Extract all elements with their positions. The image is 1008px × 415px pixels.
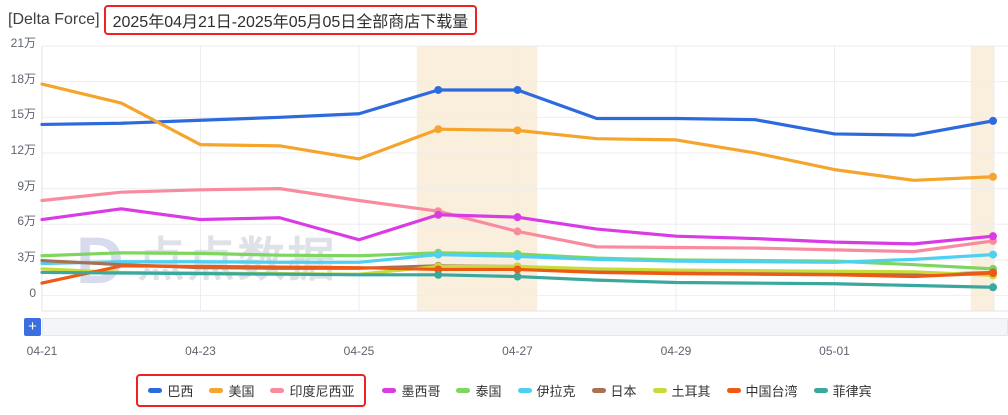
y-tick-label: 3万 — [17, 249, 36, 264]
series-point-mexico-04-27[interactable] — [513, 213, 522, 222]
series-point-usa-05-03[interactable] — [989, 172, 997, 181]
series-point-indonesia-04-27[interactable] — [513, 227, 522, 236]
series-point-philippines-04-27[interactable] — [513, 272, 522, 281]
legend: 巴西 美国 印度尼西亚 墨西哥 泰国 伊拉克 日本 土耳其 中国台湾 菲律宾 — [0, 374, 1008, 407]
series-point-brazil-05-03[interactable] — [989, 116, 997, 125]
series-point-iraq-05-03[interactable] — [989, 250, 997, 259]
legend-highlight-box: 巴西 美国 印度尼西亚 — [136, 374, 367, 407]
series-point-brazil-04-27[interactable] — [513, 85, 522, 94]
legend-label-indonesia: 印度尼西亚 — [289, 384, 355, 399]
x-tick-label: 04-23 — [185, 344, 216, 358]
series-point-mexico-05-03[interactable] — [989, 232, 997, 241]
x-tick-label: 04-25 — [343, 344, 375, 358]
game-name-label: [Delta Force] — [8, 11, 100, 28]
legend-marker-usa — [209, 388, 224, 393]
series-point-mexico-04-26[interactable] — [434, 210, 443, 219]
legend-label-japan: 日本 — [610, 384, 637, 399]
y-tick-label: 0 — [29, 285, 36, 300]
series-point-taiwan-china-04-27[interactable] — [513, 265, 522, 274]
legend-label-taiwan-china: 中国台湾 — [745, 384, 798, 399]
legend-marker-thailand — [456, 388, 471, 393]
x-tick-label: 05-01 — [819, 344, 850, 358]
y-tick-label: 21万 — [10, 36, 36, 50]
legend-item-taiwan-china[interactable]: 中国台湾 — [726, 381, 798, 400]
title-date-range-highlight-box: 2025年04月21日-2025年05月05日全部商店下载量 — [103, 5, 478, 35]
legend-marker-taiwan-china — [726, 388, 741, 393]
legend-label-mexico: 墨西哥 — [401, 384, 441, 399]
series-point-brazil-04-26[interactable] — [434, 85, 443, 94]
x-tick-label: 04-29 — [660, 344, 692, 358]
chart-title: [Delta Force] 2025年04月21日-2025年05月05日全部商… — [8, 5, 478, 35]
y-tick-label: 12万 — [10, 142, 36, 157]
legend-marker-iraq — [517, 388, 532, 393]
legend-label-iraq: 伊拉克 — [536, 384, 576, 399]
legend-label-turkey: 土耳其 — [671, 384, 711, 399]
legend-item-thailand[interactable]: 泰国 — [456, 381, 502, 400]
legend-item-brazil[interactable]: 巴西 — [148, 381, 193, 400]
legend-item-iraq[interactable]: 伊拉克 — [517, 381, 576, 400]
series-point-iraq-04-26[interactable] — [434, 250, 443, 259]
series-point-philippines-05-03[interactable] — [989, 283, 997, 292]
legend-item-turkey[interactable]: 土耳其 — [652, 381, 711, 400]
series-point-philippines-04-26[interactable] — [434, 270, 443, 279]
legend-marker-mexico — [382, 388, 397, 393]
legend-marker-philippines — [813, 388, 828, 393]
y-tick-label: 9万 — [17, 178, 36, 193]
zoom-in-button[interactable]: + — [24, 318, 41, 336]
x-tick-label: 04-21 — [26, 344, 58, 358]
legend-marker-turkey — [652, 388, 667, 393]
series-point-taiwan-china-05-03[interactable] — [989, 269, 997, 278]
legend-item-philippines[interactable]: 菲律宾 — [813, 381, 872, 400]
legend-label-philippines: 菲律宾 — [832, 384, 872, 399]
legend-item-indonesia[interactable]: 印度尼西亚 — [270, 381, 354, 400]
y-tick-label: 6万 — [17, 214, 36, 229]
y-tick-label: 15万 — [10, 107, 36, 122]
legend-label-brazil: 巴西 — [167, 384, 194, 399]
datazoom-slider[interactable] — [42, 318, 1008, 336]
series-point-usa-04-26[interactable] — [434, 125, 443, 134]
series-point-iraq-04-27[interactable] — [513, 252, 522, 261]
legend-item-usa[interactable]: 美国 — [209, 381, 254, 400]
y-tick-label: 18万 — [10, 71, 36, 86]
legend-marker-brazil — [148, 388, 163, 393]
legend-marker-indonesia — [270, 388, 285, 393]
legend-marker-japan — [591, 388, 606, 393]
series-point-usa-04-27[interactable] — [513, 126, 522, 135]
legend-label-thailand: 泰国 — [475, 384, 502, 399]
legend-item-japan[interactable]: 日本 — [591, 381, 637, 400]
x-tick-label: 04-27 — [502, 344, 533, 358]
legend-item-mexico[interactable]: 墨西哥 — [382, 381, 440, 400]
legend-label-usa: 美国 — [228, 384, 255, 399]
